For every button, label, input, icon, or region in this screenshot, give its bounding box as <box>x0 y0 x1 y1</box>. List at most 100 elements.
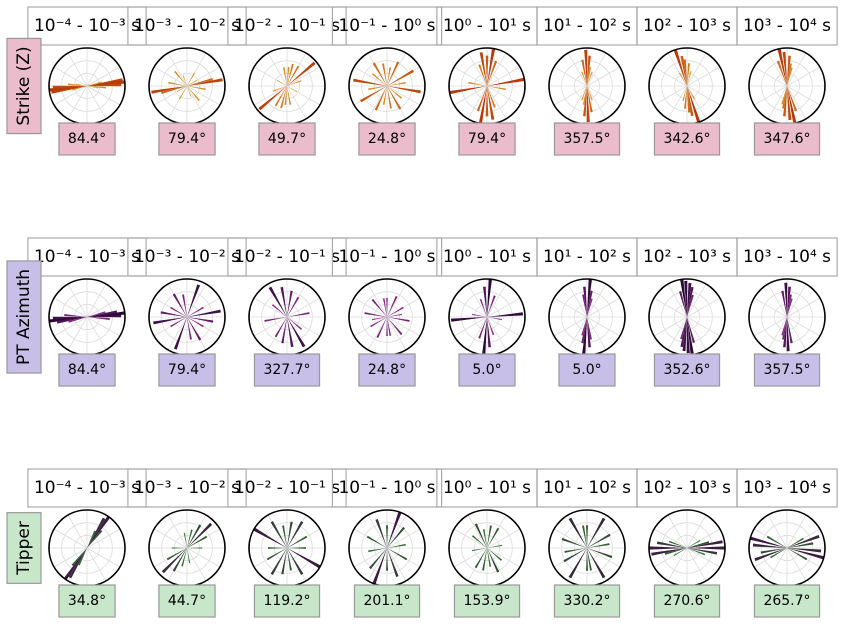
petal <box>682 282 692 352</box>
value-box <box>358 353 416 387</box>
value-label: 24.8° <box>368 362 406 378</box>
rose <box>248 278 326 356</box>
rose <box>348 278 426 356</box>
petal <box>52 83 122 89</box>
petal <box>668 540 706 556</box>
grid-spoke <box>467 514 507 582</box>
value-label: 34.8° <box>68 593 106 609</box>
rose <box>748 47 826 125</box>
rose <box>748 509 826 587</box>
petal <box>468 81 506 91</box>
value-label: 342.6° <box>663 131 710 147</box>
petal <box>684 280 690 354</box>
petal <box>581 71 593 101</box>
period-box <box>127 468 247 508</box>
period-title: 10⁰ - 10¹ s <box>443 247 531 267</box>
value-box <box>253 353 321 387</box>
petal <box>749 536 825 560</box>
petal <box>371 73 403 99</box>
petal <box>274 65 300 107</box>
petal <box>280 63 294 109</box>
value-label: 153.9° <box>463 593 510 609</box>
rose <box>48 509 126 587</box>
petal <box>656 541 718 555</box>
petal <box>176 79 198 93</box>
value-box <box>158 353 216 387</box>
petal <box>182 294 192 340</box>
petal <box>374 61 400 111</box>
petal <box>182 75 192 97</box>
rose <box>548 47 626 125</box>
value-label: 84.4° <box>68 362 106 378</box>
petal <box>75 83 99 89</box>
period-box <box>127 237 247 277</box>
petal <box>683 59 691 113</box>
petal <box>282 525 292 571</box>
value-label: 327.7° <box>263 362 310 378</box>
value-label: 357.5° <box>763 362 810 378</box>
petal <box>68 517 106 579</box>
petal <box>581 290 593 344</box>
grid-spoke <box>67 514 107 582</box>
petal <box>270 521 304 575</box>
value-box <box>58 122 116 156</box>
period-title: 10⁻² - 10⁻¹ s <box>234 247 340 267</box>
period-box <box>331 6 443 46</box>
petal <box>382 298 392 336</box>
petal <box>282 67 292 105</box>
period-title: 10⁻¹ - 10⁰ s <box>338 478 435 498</box>
petal <box>161 78 213 94</box>
petal <box>760 542 814 554</box>
petal <box>68 311 106 323</box>
petal <box>679 291 695 343</box>
petal <box>372 511 402 585</box>
petal <box>71 529 103 567</box>
petal <box>161 522 213 574</box>
value-box <box>558 353 616 387</box>
grid-spoke <box>767 514 807 582</box>
petal <box>471 544 503 552</box>
petal <box>272 80 302 92</box>
petal <box>584 49 590 123</box>
period-title: 10⁻³ - 10⁻² s <box>134 247 240 267</box>
rose <box>548 278 626 356</box>
row-label: Tipper <box>14 521 34 576</box>
row-label-box <box>6 37 42 135</box>
period-title: 10⁻³ - 10⁻² s <box>134 16 240 36</box>
petal <box>174 70 200 102</box>
value-label: 24.8° <box>368 131 406 147</box>
petal <box>153 309 221 325</box>
value-box <box>58 584 116 618</box>
petal <box>372 62 402 110</box>
rose <box>448 47 526 125</box>
value-label: 357.5° <box>563 131 610 147</box>
grid-spoke <box>567 52 607 120</box>
grid-spoke <box>167 52 207 120</box>
rose <box>448 509 526 587</box>
period-title: 10⁰ - 10¹ s <box>443 478 531 498</box>
value-label: 330.2° <box>563 593 610 609</box>
grid-spoke <box>467 52 507 120</box>
petal <box>172 524 202 572</box>
value-label: 347.6° <box>763 131 810 147</box>
petal <box>51 78 123 94</box>
petal <box>360 69 414 103</box>
petal <box>268 286 306 348</box>
period-title: 10¹ - 10² s <box>543 247 631 267</box>
period-box <box>736 237 838 277</box>
petal <box>474 527 500 569</box>
petal <box>268 547 306 549</box>
petal <box>382 63 392 109</box>
petal <box>766 535 808 561</box>
petal <box>64 314 110 320</box>
petal <box>680 55 694 117</box>
value-box <box>653 353 721 387</box>
petal <box>781 290 793 344</box>
value-box <box>253 584 321 618</box>
period-box <box>331 237 443 277</box>
petal <box>63 515 111 581</box>
period-title: 10² - 10³ s <box>643 478 731 498</box>
rose <box>48 47 126 125</box>
petal <box>183 532 191 564</box>
